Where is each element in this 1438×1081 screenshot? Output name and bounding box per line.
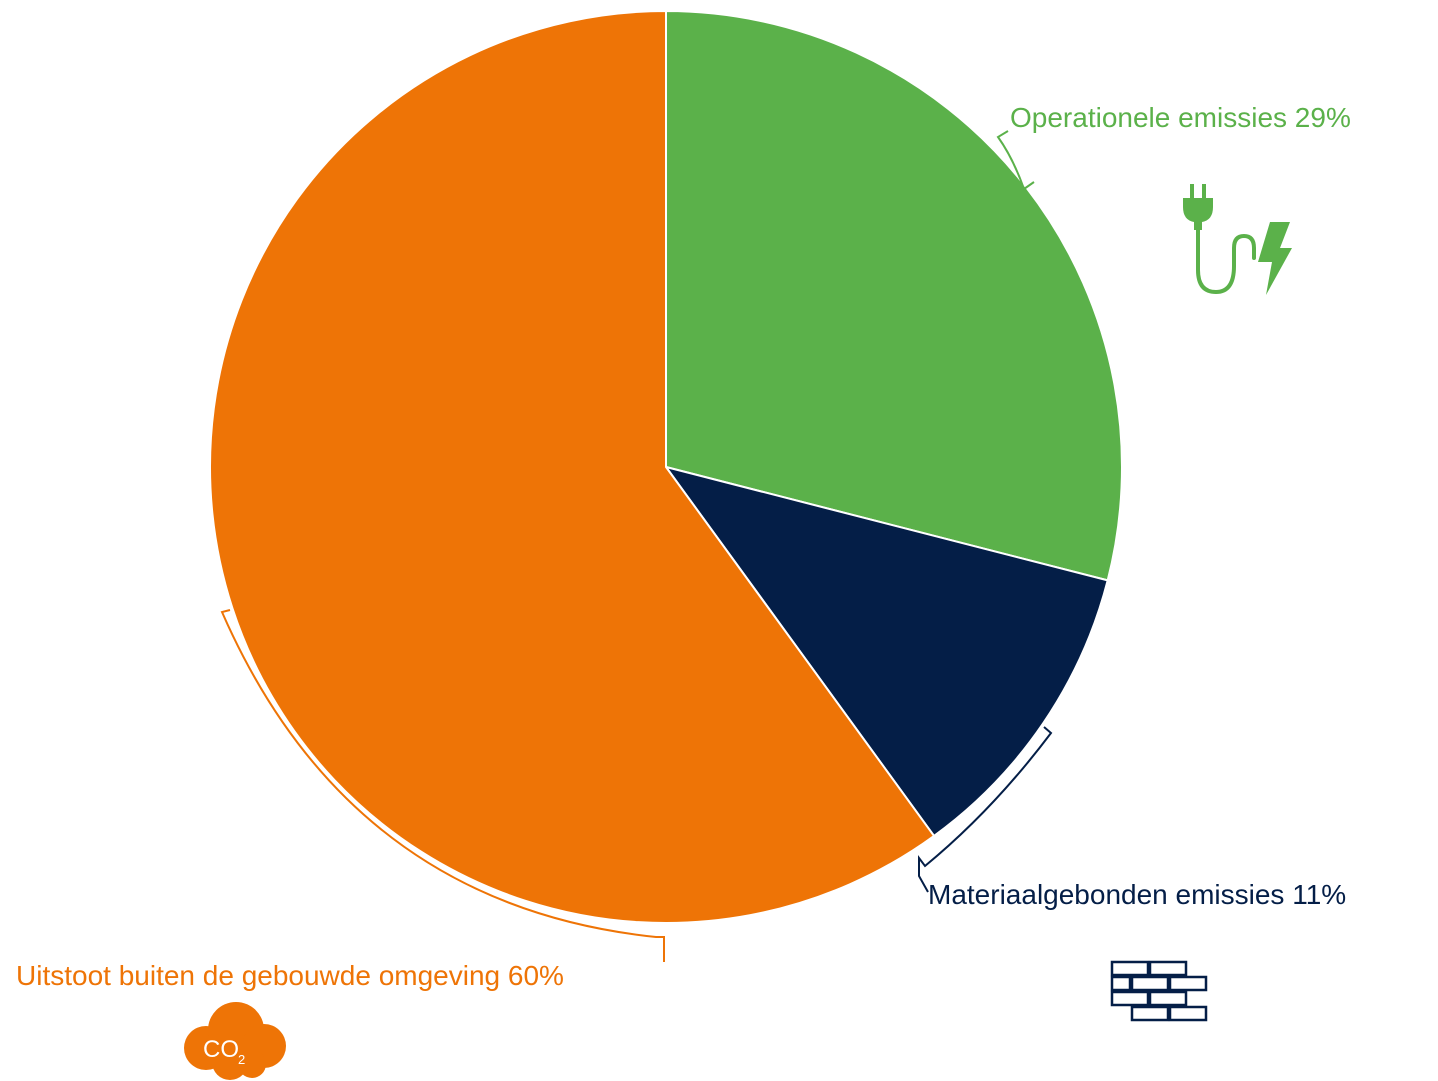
plug-lightning-icon (1183, 184, 1292, 295)
material-label-bracket (918, 726, 1053, 893)
co2-cloud-icon: CO 2 (184, 1002, 286, 1080)
co2-icon-text: CO (203, 1036, 239, 1063)
pie-slice-outside (209, 9, 936, 924)
operational-label-bracket (996, 130, 1035, 191)
outside-label-bracket (220, 609, 665, 962)
brick-wall-icon (1110, 960, 1208, 1022)
pie-slices (209, 9, 1123, 924)
slice-label-operational: Operationele emissies 29% (1010, 102, 1351, 133)
co2-icon-subscript: 2 (238, 1052, 245, 1067)
slice-label-outside: Uitstoot buiten de gebouwde omgeving 60% (16, 960, 564, 991)
pie-slice-material (663, 465, 1109, 838)
slice-label-material: Materiaalgebonden emissies 11% (928, 879, 1346, 910)
